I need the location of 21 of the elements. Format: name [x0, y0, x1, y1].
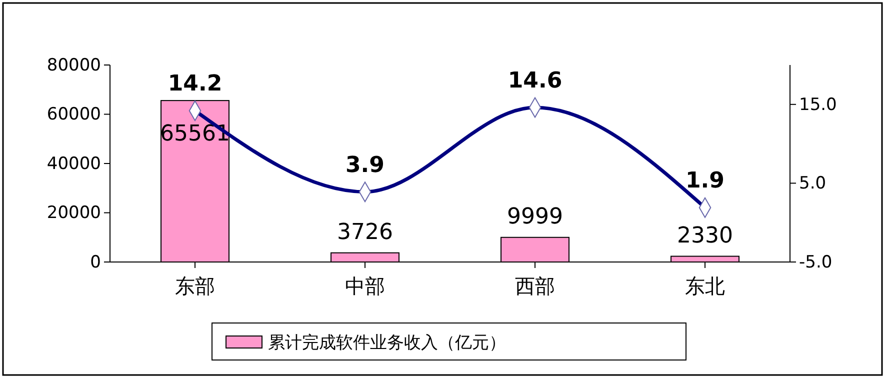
y2-tick-label: -5.0: [799, 252, 832, 272]
data-label: 3.9: [346, 152, 384, 178]
data-label: 2330: [677, 223, 733, 248]
y-tick-label: 20000: [46, 203, 101, 224]
data-label: 65561: [160, 122, 230, 147]
y2-tick-label: 5.0: [799, 174, 826, 194]
y-tick-label: 60000: [46, 104, 101, 125]
x-tick-label: 西部: [515, 274, 555, 298]
y-tick-label: 80000: [46, 55, 101, 76]
x-tick-label: 东北: [685, 274, 725, 298]
y2-tick-label: 15.0: [799, 94, 837, 115]
data-label: 9999: [507, 204, 563, 230]
legend-label: 累计完成软件业务收入（亿元）: [268, 333, 506, 353]
data-label: 3726: [337, 220, 393, 245]
x-tick-label: 东部: [175, 274, 215, 298]
data-label: 14.2: [168, 72, 222, 97]
y-tick-label: 40000: [46, 154, 101, 174]
data-label: 14.6: [508, 68, 562, 94]
data-label: 1.9: [686, 168, 724, 194]
x-tick-label: 中部: [345, 274, 385, 298]
y-tick-label: 0: [90, 252, 101, 272]
